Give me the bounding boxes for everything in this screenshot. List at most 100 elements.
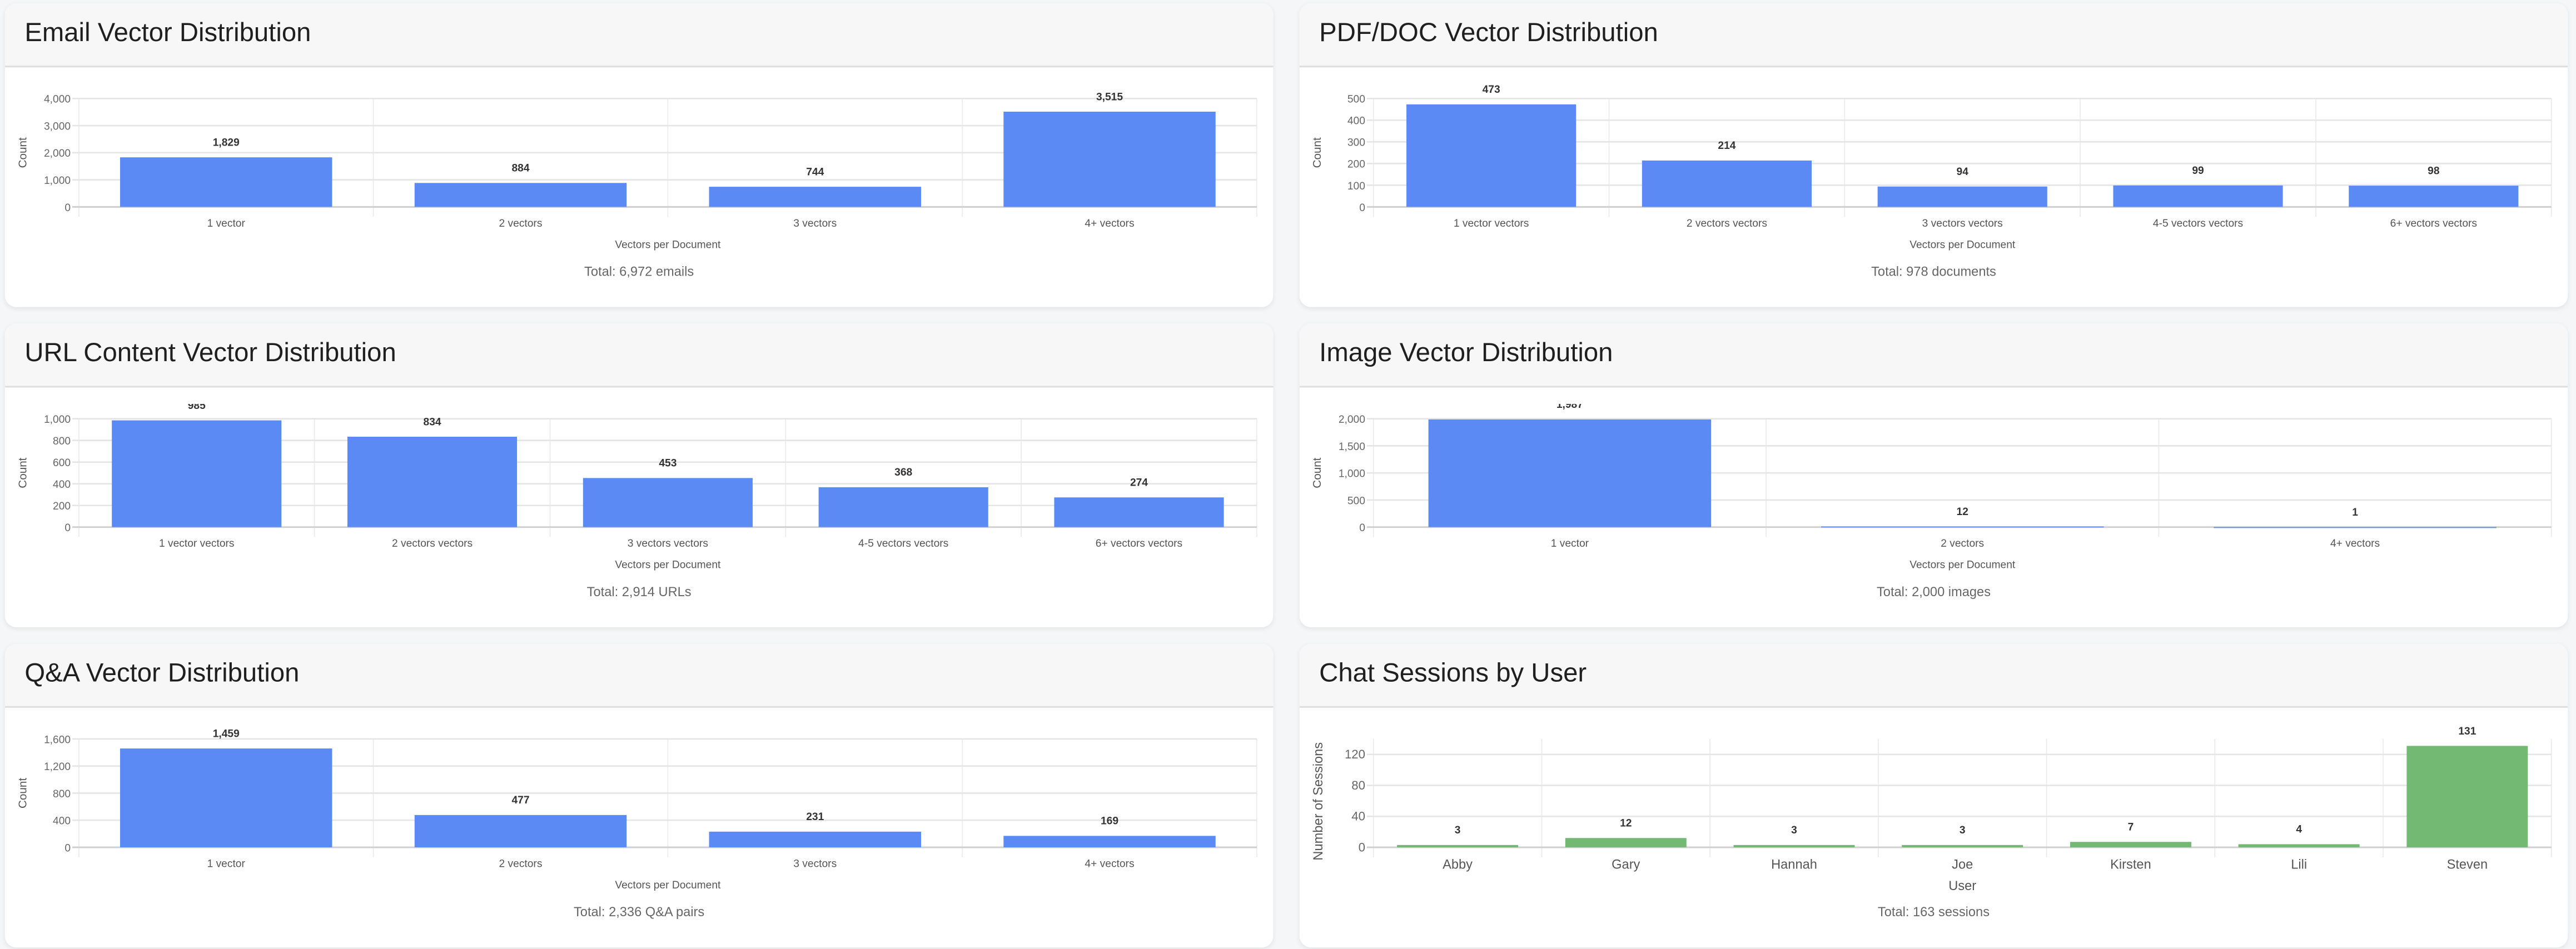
chart-title: Q&A Vector Distribution — [24, 660, 300, 688]
data-label: 12 — [1620, 818, 1632, 830]
x-tick-label: 4+ vectors — [2330, 538, 2380, 550]
bar[interactable] — [1003, 836, 1216, 847]
bar[interactable] — [414, 815, 627, 847]
bar[interactable] — [1877, 186, 2047, 207]
bar[interactable] — [2113, 185, 2283, 207]
image-bar-chart: 0 500 1,000 1,500 2,000 1,987 1 vector 12 2 vect… — [1311, 404, 2552, 571]
email-bar-chart: 0 1,000 2,000 3,000 4,000 1,829 1 vector 884 2 v… — [16, 91, 1257, 251]
data-label: 98 — [2428, 165, 2440, 177]
data-label: 12 — [1957, 506, 1968, 518]
y-tick-label: 3,000 — [44, 121, 71, 132]
y-tick-label: 2,000 — [1339, 414, 1365, 426]
chat-bar-chart: 0 40 80 120 3 Abby 12 Gary 3 Hannah 3 Joe 7 Kirsten 4 L… — [1311, 726, 2552, 893]
y-tick-label: 1,000 — [44, 175, 71, 187]
bar[interactable] — [1003, 111, 1216, 207]
x-tick-label: Abby — [1443, 857, 1473, 872]
y-tick-label: 400 — [53, 816, 71, 827]
x-tick-label: 3 vectors vectors — [628, 538, 708, 550]
bar[interactable] — [2349, 186, 2519, 207]
card-header: Image Vector Distribution — [1299, 323, 2568, 388]
x-tick-label: 1 vector — [207, 218, 246, 229]
x-axis-title: Vectors per Document — [1909, 560, 2016, 571]
bar[interactable] — [1642, 160, 1812, 207]
chat-chart-card: Chat Sessions by User Total: 163 session… — [1299, 643, 2568, 948]
url-chart-card: URL Content Vector Distribution Total: 2… — [4, 323, 1274, 627]
bar[interactable] — [120, 748, 332, 847]
chart-total: Total: 2,914 URLs — [586, 585, 692, 600]
data-label: 3 — [1960, 825, 1966, 836]
bar[interactable] — [414, 183, 627, 207]
chart-total: Total: 163 sessions — [1877, 905, 1990, 920]
data-label: 368 — [894, 467, 912, 478]
y-tick-label: 800 — [53, 788, 71, 800]
data-label: 94 — [1957, 166, 1969, 178]
x-tick-label: 4-5 vectors vectors — [2153, 218, 2243, 229]
data-label: 214 — [1718, 140, 1735, 152]
y-tick-label: 800 — [53, 436, 71, 447]
bar[interactable] — [709, 187, 921, 207]
y-tick-label: 0 — [1359, 522, 1365, 534]
bar[interactable] — [2238, 844, 2360, 847]
x-tick-label: 4+ vectors — [1085, 858, 1134, 870]
data-label: 834 — [424, 416, 441, 428]
y-axis-title: Count — [1311, 137, 1324, 168]
data-label: 744 — [806, 166, 824, 178]
y-axis-title: Count — [16, 778, 29, 808]
y-tick-label: 200 — [53, 501, 71, 512]
bar[interactable] — [1397, 845, 1519, 847]
x-tick-label: 2 vectors — [499, 218, 543, 229]
bar[interactable] — [120, 157, 332, 207]
x-tick-label: Joe — [1952, 857, 1973, 872]
bar[interactable] — [1428, 419, 1712, 527]
bar[interactable] — [1565, 838, 1687, 847]
x-tick-label: 6+ vectors vectors — [1096, 538, 1182, 550]
x-tick-label: 2 vectors vectors — [392, 538, 473, 550]
y-tick-label: 0 — [64, 202, 71, 214]
bar[interactable] — [1733, 845, 1855, 847]
bar[interactable] — [2070, 842, 2191, 847]
bar[interactable] — [818, 487, 988, 527]
x-tick-label: 4-5 vectors vectors — [858, 538, 948, 550]
y-tick-label: 40 — [1351, 810, 1365, 823]
bar[interactable] — [2406, 746, 2528, 847]
data-label: 985 — [188, 404, 206, 412]
x-tick-label: 1 vector — [1551, 538, 1589, 550]
y-axis-title: Count — [1311, 457, 1324, 488]
y-tick-label: 200 — [1347, 159, 1365, 171]
qa-bar-chart: 0 400 800 1,200 1,600 1,459 1 vector 477 2 vecto… — [16, 728, 1257, 891]
x-tick-label: 3 vectors — [793, 218, 837, 229]
chart-title: Email Vector Distribution — [24, 19, 311, 48]
bar[interactable] — [709, 831, 921, 847]
y-axis-title: Count — [16, 137, 29, 168]
bar[interactable] — [1821, 526, 2104, 528]
chart-title: URL Content Vector Distribution — [24, 339, 396, 368]
y-tick-label: 1,500 — [1339, 441, 1365, 453]
qa-chart-card: Q&A Vector Distribution Total: 2,336 Q&A… — [4, 643, 1274, 948]
bar[interactable] — [1902, 845, 2023, 847]
bar[interactable] — [112, 420, 282, 527]
email-chart-card: Email Vector Distribution Total: 6,972 e… — [4, 3, 1274, 307]
y-tick-label: 100 — [1347, 181, 1365, 192]
data-label: 1,829 — [213, 137, 240, 149]
x-tick-label: 2 vectors vectors — [1687, 218, 1767, 229]
y-tick-label: 1,000 — [44, 414, 71, 426]
y-tick-label: 0 — [1359, 202, 1365, 214]
bar[interactable] — [1406, 104, 1577, 207]
bar[interactable] — [1054, 497, 1224, 527]
data-label: 3,515 — [1096, 91, 1123, 103]
data-label: 884 — [511, 163, 529, 174]
x-tick-label: 2 vectors — [1941, 538, 1984, 550]
x-tick-label: Hannah — [1771, 857, 1817, 872]
x-axis-title: User — [1948, 879, 1976, 893]
data-label: 477 — [511, 795, 529, 806]
bar[interactable] — [2214, 527, 2497, 528]
x-axis-title: Vectors per Document — [615, 239, 721, 251]
bar[interactable] — [347, 437, 518, 527]
card-header: URL Content Vector Distribution — [4, 323, 1274, 388]
x-tick-label: 3 vectors vectors — [1922, 218, 2003, 229]
bar[interactable] — [583, 478, 753, 527]
data-label: 1,987 — [1556, 404, 1583, 411]
card-header: PDF/DOC Vector Distribution — [1299, 3, 2568, 68]
x-axis-title: Vectors per Document — [1909, 239, 2016, 251]
